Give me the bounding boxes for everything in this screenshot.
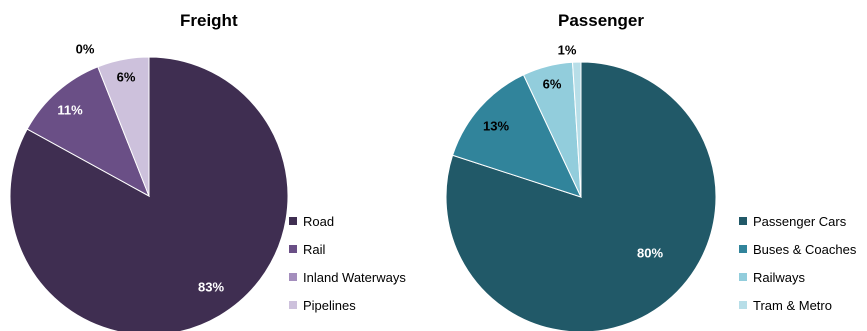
freight-pie-chart: Freight 83% 11% 0% 6% Road Rail Inland Waterw… bbox=[9, 11, 406, 331]
legend-label: Railways bbox=[753, 269, 806, 285]
pie-plot: 83% 11% 0% 6% bbox=[9, 41, 289, 331]
legend-label: Tram & Metro bbox=[753, 297, 832, 313]
legend-item: Passenger Cars bbox=[739, 207, 856, 235]
legend-swatch bbox=[739, 245, 747, 253]
legend-label: Buses & Coaches bbox=[753, 241, 857, 257]
legend-item: Pipelines bbox=[289, 291, 406, 319]
legend-swatch bbox=[739, 217, 747, 225]
legend-item: Inland Waterways bbox=[289, 263, 406, 291]
legend-swatch bbox=[739, 273, 747, 281]
pie-plot: 80% 13% 6% 1% bbox=[445, 42, 717, 331]
chart-title: Freight bbox=[180, 11, 238, 30]
slice-data-label: 13% bbox=[483, 118, 509, 133]
legend-swatch bbox=[739, 301, 747, 309]
legend-swatch bbox=[289, 245, 297, 253]
pie-slice bbox=[97, 56, 150, 197]
pie-slice bbox=[451, 74, 582, 198]
legend-swatch bbox=[289, 273, 297, 281]
legend-item: Road bbox=[289, 207, 406, 235]
legend: Passenger Cars Buses & Coaches Railways Tra… bbox=[739, 207, 856, 319]
slice-data-label: 6% bbox=[117, 69, 136, 84]
legend-item: Buses & Coaches bbox=[739, 235, 856, 263]
legend-label: Inland Waterways bbox=[303, 269, 406, 285]
legend-label: Pipelines bbox=[303, 297, 356, 313]
pie-slice bbox=[26, 66, 150, 198]
legend-label: Rail bbox=[303, 241, 326, 257]
slice-data-label: 6% bbox=[543, 76, 562, 91]
chart-title: Passenger bbox=[558, 11, 644, 30]
slice-data-label: 80% bbox=[637, 245, 663, 260]
slice-data-label: 83% bbox=[198, 279, 224, 294]
legend-swatch bbox=[289, 301, 297, 309]
slice-data-label: 11% bbox=[57, 102, 83, 117]
legend-label: Road bbox=[303, 213, 335, 229]
slice-data-label: 0% bbox=[76, 41, 95, 56]
slice-data-label: 1% bbox=[558, 42, 577, 57]
legend-label: Passenger Cars bbox=[753, 213, 847, 229]
passenger-pie-chart: Passenger 80% 13% 6% 1% Passenger Cars Buses… bbox=[440, 0, 867, 331]
pie-slice bbox=[571, 61, 582, 198]
pie-slice bbox=[9, 56, 289, 331]
legend-swatch bbox=[289, 217, 297, 225]
legend-item: Railways bbox=[739, 263, 856, 291]
legend-item: Rail bbox=[289, 235, 406, 263]
legend-item: Tram & Metro bbox=[739, 291, 856, 319]
legend: Road Rail Inland Waterways Pipelines bbox=[289, 207, 406, 319]
